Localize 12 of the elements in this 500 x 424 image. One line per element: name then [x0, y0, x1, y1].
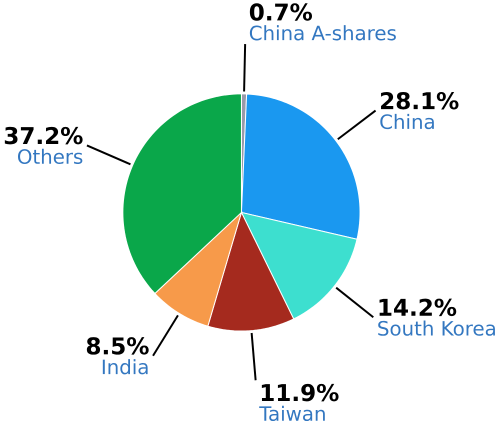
- data-label: 11.9%: [262, 384, 339, 402]
- data-label: 8.5%: [86, 337, 149, 354]
- slice-label: India: [102, 358, 148, 374]
- data-label: 0.7%: [250, 3, 312, 21]
- slice-label: South Korea: [378, 320, 495, 336]
- slice-label: Others: [18, 148, 82, 164]
- slice-label: China: [380, 114, 434, 129]
- data-label: 14.2%: [380, 298, 456, 316]
- slice-label: China A-shares: [250, 24, 396, 40]
- data-label: 37.2%: [4, 126, 83, 144]
- data-label: 28.1%: [381, 92, 458, 110]
- slice-label: Taiwan: [259, 406, 325, 421]
